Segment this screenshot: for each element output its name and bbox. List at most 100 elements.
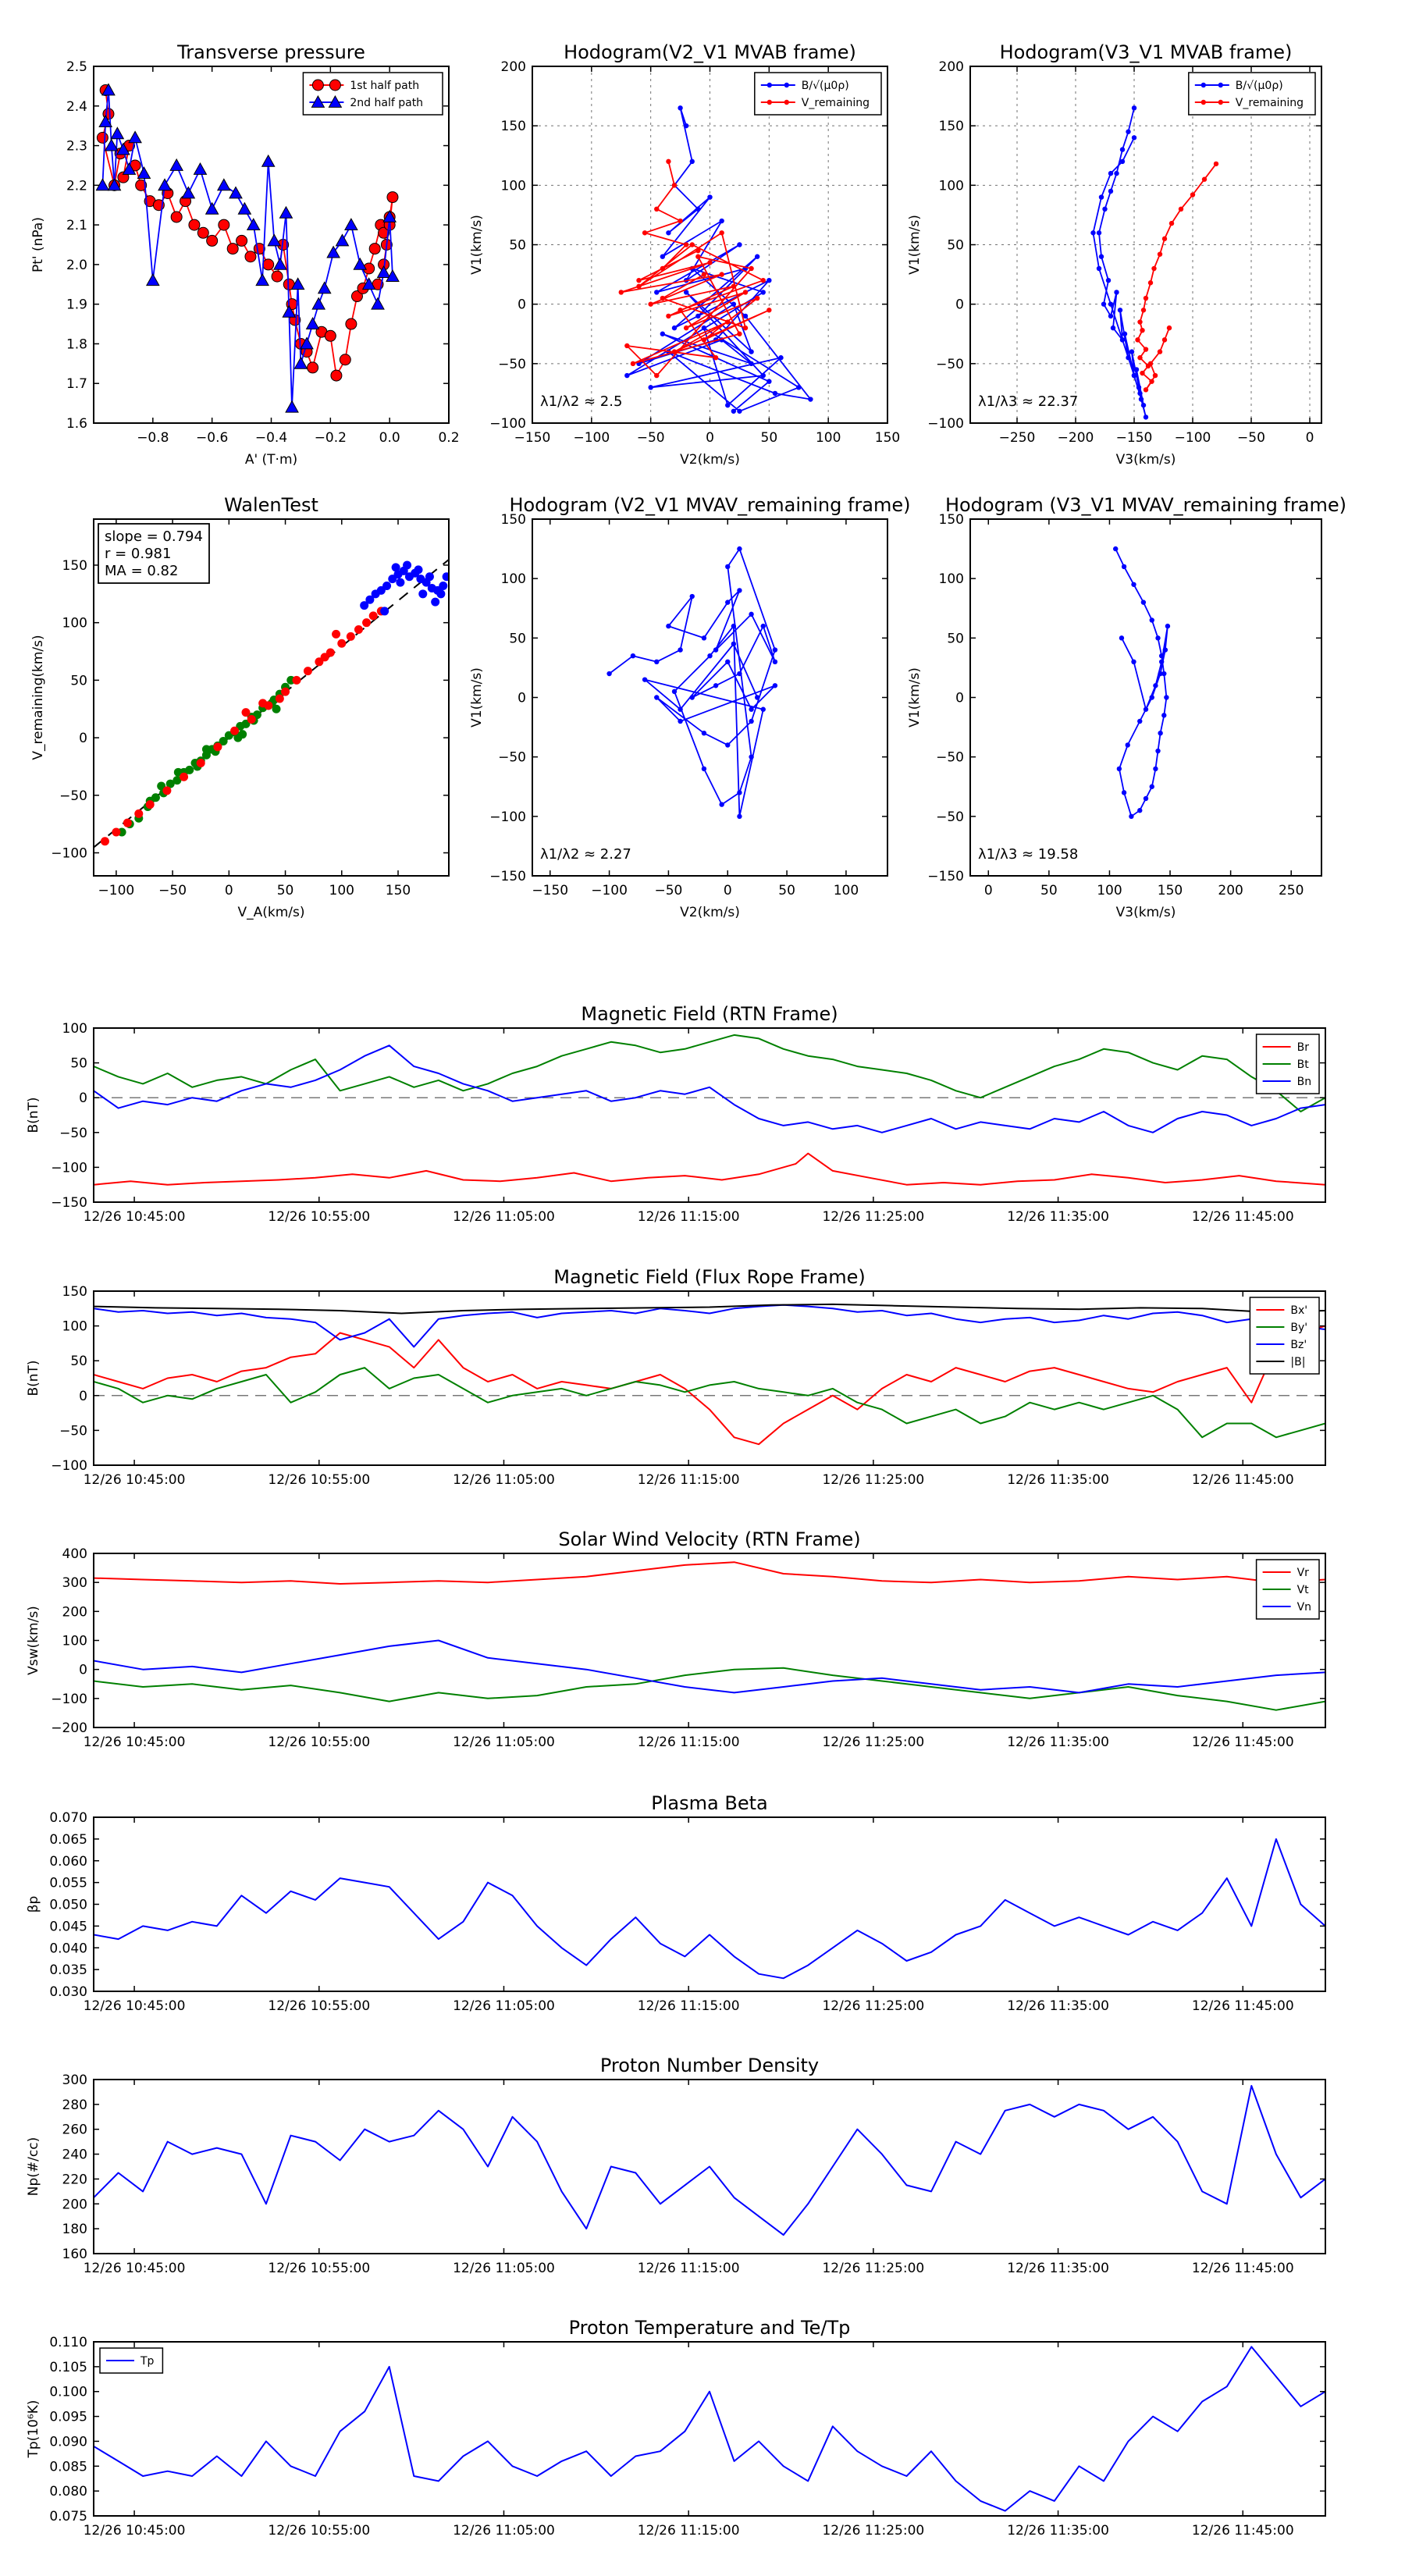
data-point-b-0- [737, 242, 742, 247]
legend-label: Tp [140, 2355, 155, 2368]
data-point-v-remaining [689, 242, 695, 247]
data-point-v-remaining [754, 295, 760, 301]
data-point-b-0- [760, 290, 766, 295]
x-tick-label: 12/26 10:55:00 [268, 1998, 370, 2014]
y-axis-label: V1(km/s) [907, 667, 923, 728]
data-point-1st-half-path [96, 131, 108, 144]
stats-line: r = 0.981 [105, 546, 171, 562]
y-tick-label: −100 [51, 1160, 87, 1176]
data-point-b-0- [731, 301, 737, 307]
data-point-b-0- [683, 290, 689, 295]
y-tick-label: 150 [939, 119, 964, 134]
x-tick-label: 12/26 11:45:00 [1192, 2261, 1294, 2276]
data-point-b-0- [1102, 206, 1108, 212]
data-point-b-0- [796, 385, 802, 390]
plot-area [94, 2085, 1325, 2236]
y-tick-label: 1.6 [66, 416, 87, 432]
x-tick-label: 50 [1040, 883, 1058, 898]
x-tick-label: 12/26 10:45:00 [84, 1998, 186, 2014]
data-point-v-remaining [1149, 379, 1154, 384]
legend-marker [767, 99, 772, 105]
y-tick-label: 260 [62, 2122, 87, 2138]
y-tick-label: −200 [51, 1720, 87, 1736]
legend-label: Br [1297, 1041, 1310, 1054]
data-point-2nd-half-path [386, 269, 400, 283]
annotation-text: λ1/λ2 ≈ 2.27 [540, 846, 631, 863]
y-tick-label: 0 [518, 691, 526, 706]
y-tick-label: 1.7 [66, 376, 87, 392]
axes-frame [93, 2079, 1326, 2254]
series-line-vr [94, 1561, 1325, 1585]
chart-title: Proton Temperature and Te/Tp [569, 2317, 851, 2339]
x-axis-label: V3(km/s) [1116, 905, 1176, 920]
legend: Vr Vt Vn [1255, 1559, 1320, 1620]
x-tick-label: 12/26 11:05:00 [453, 1472, 555, 1488]
x-tick-label: 12/26 11:25:00 [822, 1209, 924, 1225]
y-tick-label: 0.030 [49, 1984, 87, 2000]
data-point-red [196, 759, 205, 768]
data-point-red [112, 827, 121, 837]
y-tick-label: 50 [70, 673, 87, 688]
data-point-v [749, 718, 754, 724]
data-point-1st-half-path [226, 243, 239, 255]
data-point-v [1149, 784, 1154, 789]
data-point-b-0- [1117, 308, 1123, 313]
x-tick-label: 12/26 11:45:00 [1192, 1735, 1294, 1750]
x-tick-label: 12/26 11:35:00 [1007, 1209, 1109, 1225]
data-point-blue [360, 601, 369, 610]
y-tick-label: 300 [62, 1575, 87, 1591]
data-point-b-0- [1108, 188, 1114, 194]
y-tick-label: −50 [498, 357, 526, 372]
data-point-v [689, 593, 695, 600]
x-tick-label: 12/26 11:45:00 [1192, 2523, 1294, 2539]
x-tick-label: 12/26 11:35:00 [1007, 1735, 1109, 1750]
data-point-v-remaining [671, 349, 678, 354]
data-point-b-0- [1143, 415, 1149, 420]
x-tick-label: 12/26 10:45:00 [84, 2523, 186, 2539]
y-tick-label: 300 [62, 2073, 87, 2088]
data-point-1st-half-path [197, 226, 209, 239]
data-point-1st-half-path [324, 329, 336, 342]
data-point-red [100, 837, 109, 846]
data-point-v [1158, 659, 1165, 664]
data-point-v-remaining [648, 301, 653, 307]
y-tick-label: 50 [947, 238, 964, 254]
x-tick-label: 12/26 10:45:00 [84, 2261, 186, 2276]
data-point-v-remaining [725, 319, 731, 325]
x-tick-label: 12/26 11:05:00 [453, 1209, 555, 1225]
legend-box [754, 72, 882, 116]
axes-frame [93, 2341, 1326, 2517]
data-point-v [666, 623, 671, 629]
x-tick-label: 100 [1097, 883, 1122, 898]
data-point-2nd-half-path [237, 201, 252, 215]
data-point-b-0- [1119, 147, 1126, 152]
data-point-v [737, 671, 742, 677]
y-axis-label: Np(#/cc) [26, 2137, 41, 2196]
data-point-v-remaining [1152, 372, 1158, 379]
y-tick-label: 0.080 [49, 2484, 87, 2500]
chart-transverse-pressure: −0.8 −0.6 −0.4 −0.2 0.0 0.2 1.6 1.7 1.8 1.9 2.0 2.1… [30, 41, 460, 468]
y-axis-label: Vsw(km/s) [26, 1606, 41, 1675]
x-tick-label: 100 [816, 430, 841, 446]
legend-label: Bn [1297, 1076, 1311, 1088]
data-point-v [1121, 564, 1127, 570]
data-point-b-0- [1137, 390, 1143, 397]
y-tick-label: 160 [62, 2247, 87, 2262]
data-point-v [1129, 813, 1134, 820]
plot-area [94, 1303, 1325, 1446]
data-point-b-0- [749, 361, 754, 367]
y-tick-label: 200 [62, 2197, 87, 2212]
legend-label: V_remaining [1236, 97, 1304, 109]
plot-area [606, 546, 778, 820]
chart-title: WalenTest [224, 494, 318, 516]
x-tick-label: 12/26 11:45:00 [1192, 1472, 1294, 1488]
legend-box [302, 72, 443, 116]
data-point-1st-half-path [330, 369, 343, 382]
data-point-v-remaining [1157, 349, 1163, 354]
x-tick-label: −150 [1116, 430, 1153, 446]
legend-marker [311, 94, 325, 108]
data-point-blue [425, 572, 434, 582]
data-point-v [725, 564, 731, 570]
legend: B/√(μ0ρ) V_remaining [754, 72, 882, 116]
axes-frame [93, 1290, 1326, 1466]
